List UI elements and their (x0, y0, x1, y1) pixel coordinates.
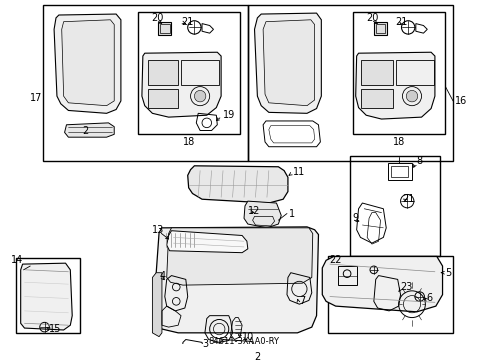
Text: 20: 20 (151, 13, 163, 23)
Polygon shape (254, 13, 321, 113)
Text: 21: 21 (402, 194, 414, 204)
Bar (327, 256, 452, 333)
Text: 17: 17 (30, 93, 42, 103)
Bar (361, 89, 392, 108)
Polygon shape (166, 228, 312, 285)
Polygon shape (244, 201, 281, 228)
Polygon shape (54, 14, 121, 113)
Bar (147, 89, 178, 108)
Bar (42, 5, 247, 161)
Bar (16, 258, 80, 333)
Polygon shape (152, 273, 162, 337)
Polygon shape (322, 256, 442, 312)
Text: 14: 14 (11, 255, 23, 265)
Bar (390, 166, 407, 177)
Polygon shape (64, 123, 114, 137)
Text: 7: 7 (299, 296, 305, 306)
Circle shape (406, 90, 417, 102)
Bar (395, 60, 433, 85)
Polygon shape (187, 166, 287, 203)
Text: 8: 8 (416, 156, 422, 166)
Bar (147, 60, 178, 85)
Text: 22: 22 (328, 255, 341, 265)
Text: 23: 23 (400, 282, 412, 292)
Text: 20: 20 (366, 13, 378, 23)
Text: 2: 2 (82, 126, 88, 136)
Bar (160, 24, 169, 33)
Text: 10: 10 (242, 332, 254, 342)
Bar (138, 12, 240, 134)
Bar (361, 60, 392, 85)
Text: 2: 2 (254, 352, 260, 360)
Bar (352, 12, 445, 134)
Text: 11: 11 (292, 167, 305, 177)
Text: 18: 18 (392, 137, 404, 147)
Text: 19: 19 (223, 110, 235, 120)
Polygon shape (355, 52, 434, 119)
Polygon shape (20, 263, 72, 330)
Text: 5: 5 (445, 268, 451, 278)
Text: 84611-3XAA0-RY: 84611-3XAA0-RY (208, 337, 279, 346)
Text: 18: 18 (182, 137, 194, 147)
Bar (373, 22, 386, 35)
Polygon shape (156, 227, 318, 333)
Circle shape (194, 90, 205, 102)
Text: 16: 16 (454, 96, 466, 106)
Text: 3: 3 (202, 339, 208, 349)
Bar (247, 5, 452, 161)
Text: 12: 12 (247, 206, 260, 216)
Text: 1: 1 (288, 208, 294, 219)
Polygon shape (263, 20, 314, 106)
Bar (158, 22, 171, 35)
Bar (349, 156, 439, 256)
Text: 9: 9 (352, 213, 358, 223)
Bar (387, 163, 411, 180)
Text: 21: 21 (394, 17, 407, 27)
Bar (181, 60, 219, 85)
Text: 4: 4 (159, 271, 165, 280)
Text: 21: 21 (181, 17, 193, 27)
Polygon shape (61, 20, 114, 106)
Text: 15: 15 (49, 324, 61, 334)
Text: 6: 6 (426, 293, 431, 303)
Polygon shape (166, 231, 247, 253)
Bar (375, 24, 385, 33)
Text: 13: 13 (152, 225, 164, 235)
Polygon shape (142, 52, 221, 117)
Bar (337, 266, 356, 285)
